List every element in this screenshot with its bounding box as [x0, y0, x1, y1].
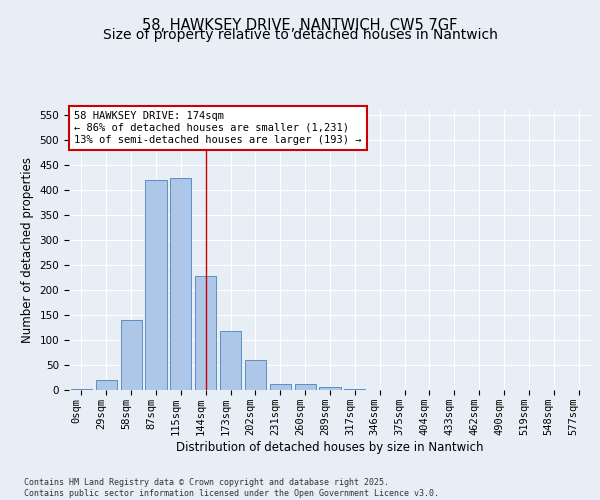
Bar [71, 389, 92, 390]
Bar [344, 388, 365, 390]
Bar [270, 384, 291, 390]
Bar [220, 331, 241, 390]
Bar [319, 386, 341, 390]
Text: Size of property relative to detached houses in Nantwich: Size of property relative to detached ho… [103, 28, 497, 42]
Bar [121, 320, 142, 390]
Bar [245, 360, 266, 390]
Bar [145, 180, 167, 390]
Y-axis label: Number of detached properties: Number of detached properties [21, 157, 34, 343]
Bar [195, 276, 216, 390]
Text: 58 HAWKSEY DRIVE: 174sqm
← 86% of detached houses are smaller (1,231)
13% of sem: 58 HAWKSEY DRIVE: 174sqm ← 86% of detach… [74, 112, 362, 144]
X-axis label: Distribution of detached houses by size in Nantwich: Distribution of detached houses by size … [176, 440, 484, 454]
Text: Contains HM Land Registry data © Crown copyright and database right 2025.
Contai: Contains HM Land Registry data © Crown c… [24, 478, 439, 498]
Text: 58, HAWKSEY DRIVE, NANTWICH, CW5 7GF: 58, HAWKSEY DRIVE, NANTWICH, CW5 7GF [142, 18, 458, 32]
Bar [96, 380, 117, 390]
Bar [170, 178, 191, 390]
Bar [295, 384, 316, 390]
